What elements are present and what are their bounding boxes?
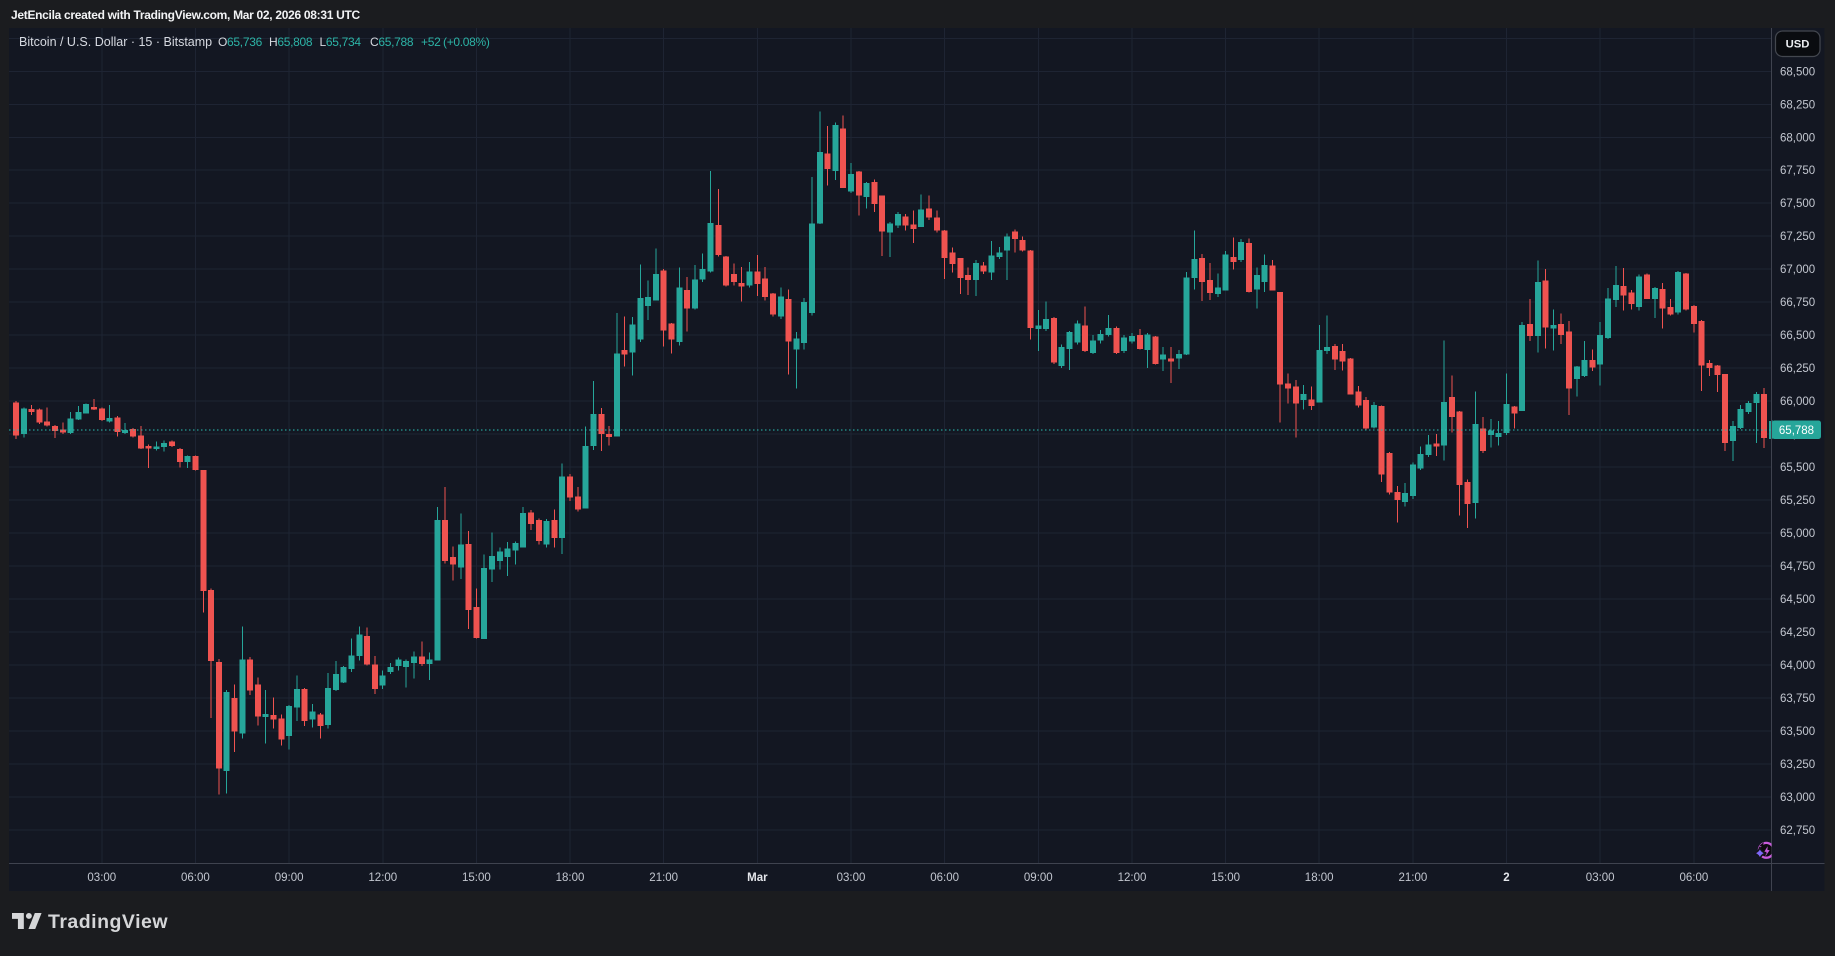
svg-text:(+0.08%): (+0.08%)	[443, 35, 490, 49]
svg-text:66,000: 66,000	[1780, 396, 1815, 408]
svg-text:64,250: 64,250	[1780, 627, 1815, 639]
svg-text:O65,736: O65,736	[218, 35, 263, 49]
svg-text:2: 2	[1503, 872, 1509, 884]
svg-text:18:00: 18:00	[1305, 872, 1334, 884]
svg-text:65,788: 65,788	[1779, 425, 1814, 437]
svg-text:Mar: Mar	[747, 872, 768, 884]
svg-text:66,750: 66,750	[1780, 297, 1815, 309]
svg-text:06:00: 06:00	[181, 872, 210, 884]
svg-text:21:00: 21:00	[649, 872, 678, 884]
svg-text:TradingView: TradingView	[48, 911, 168, 933]
svg-text:66,500: 66,500	[1780, 330, 1815, 342]
svg-text:62,750: 62,750	[1780, 825, 1815, 837]
svg-text:09:00: 09:00	[275, 872, 304, 884]
svg-text:63,250: 63,250	[1780, 759, 1815, 771]
svg-text:L65,734: L65,734	[320, 35, 362, 49]
svg-text:09:00: 09:00	[1024, 872, 1053, 884]
svg-text:18:00: 18:00	[556, 872, 585, 884]
svg-text:64,000: 64,000	[1780, 660, 1815, 672]
svg-text:12:00: 12:00	[1118, 872, 1147, 884]
svg-text:+52: +52	[421, 35, 441, 49]
svg-text:21:00: 21:00	[1399, 872, 1428, 884]
svg-text:68,500: 68,500	[1780, 66, 1815, 78]
svg-text:C65,788: C65,788	[370, 35, 414, 49]
svg-text:63,750: 63,750	[1780, 693, 1815, 705]
svg-text:67,750: 67,750	[1780, 165, 1815, 177]
svg-text:USD: USD	[1786, 39, 1810, 51]
svg-text:65,250: 65,250	[1780, 495, 1815, 507]
svg-text:06:00: 06:00	[1680, 872, 1709, 884]
svg-text:15:00: 15:00	[1211, 872, 1240, 884]
svg-text:67,500: 67,500	[1780, 198, 1815, 210]
svg-text:15:00: 15:00	[462, 872, 491, 884]
svg-text:67,250: 67,250	[1780, 231, 1815, 243]
svg-text:03:00: 03:00	[1586, 872, 1615, 884]
svg-text:03:00: 03:00	[87, 872, 116, 884]
svg-text:66,250: 66,250	[1780, 363, 1815, 375]
svg-text:68,000: 68,000	[1780, 132, 1815, 144]
svg-text:06:00: 06:00	[930, 872, 959, 884]
svg-text:65,500: 65,500	[1780, 462, 1815, 474]
svg-text:65,000: 65,000	[1780, 528, 1815, 540]
svg-text:67,000: 67,000	[1780, 264, 1815, 276]
svg-text:68,250: 68,250	[1780, 99, 1815, 111]
svg-text:63,000: 63,000	[1780, 792, 1815, 804]
svg-text:64,500: 64,500	[1780, 594, 1815, 606]
svg-text:12:00: 12:00	[368, 872, 397, 884]
svg-text:JetEncila created with Trading: JetEncila created with TradingView.com, …	[11, 8, 361, 22]
svg-text:63,500: 63,500	[1780, 726, 1815, 738]
svg-text:64,750: 64,750	[1780, 561, 1815, 573]
svg-text:03:00: 03:00	[837, 872, 866, 884]
svg-text:H65,808: H65,808	[269, 35, 313, 49]
svg-text:Bitcoin / U.S. Dollar · 15 · B: Bitcoin / U.S. Dollar · 15 · Bitstamp	[19, 35, 212, 49]
